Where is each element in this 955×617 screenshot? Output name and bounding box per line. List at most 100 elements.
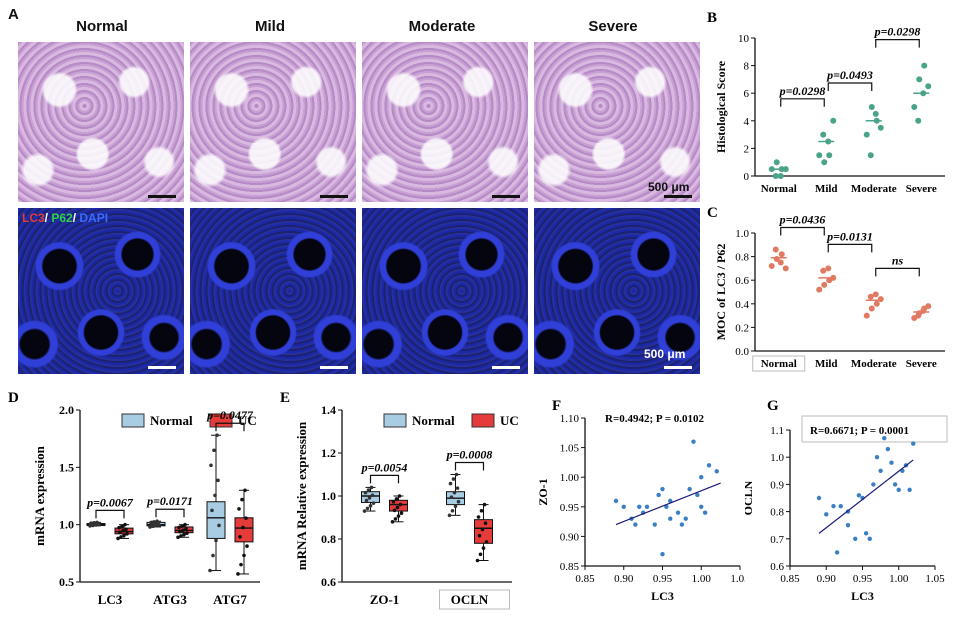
- panel-label-d: D: [8, 390, 19, 406]
- box: [206, 501, 226, 539]
- data-point: [366, 488, 371, 492]
- data-point: [820, 267, 827, 274]
- significance-bracket: [827, 243, 873, 253]
- data-point: [241, 525, 245, 530]
- significance-label: p=0.0298: [779, 84, 826, 98]
- data-point: [118, 530, 122, 535]
- stain-lc3: LC3: [22, 211, 45, 225]
- x-tick-label: 0.85: [780, 573, 800, 585]
- data-point: [455, 486, 460, 490]
- data-point: [397, 494, 402, 498]
- y-tick-label: 0.7: [770, 534, 784, 546]
- x-tick-label: Moderate: [851, 183, 897, 195]
- data-point: [621, 504, 626, 509]
- y-tick-label: 8: [744, 61, 750, 73]
- legend-label-normal: Normal: [150, 413, 193, 428]
- data-point: [878, 468, 883, 473]
- data-point: [210, 508, 214, 513]
- data-point: [699, 504, 704, 509]
- legend-swatch-normal: [383, 413, 407, 428]
- x-tick-label: Severe: [906, 183, 937, 195]
- data-point: [481, 546, 486, 550]
- x-tick-label: 0.85: [575, 573, 595, 585]
- y-tick-label: 1.05: [560, 443, 580, 455]
- significance-bracket: [827, 82, 873, 91]
- data-point: [782, 265, 789, 272]
- y-tick-label: 0.95: [560, 502, 580, 514]
- he-image-moderate: [362, 42, 528, 202]
- data-point: [184, 527, 188, 531]
- col-title-moderate: Moderate: [408, 18, 476, 35]
- x-tick-label: 1.05: [925, 573, 945, 585]
- data-point: [117, 525, 121, 530]
- data-point: [867, 152, 874, 159]
- data-point: [830, 117, 837, 124]
- data-point: [889, 460, 894, 465]
- y-tick-label: 0.6: [770, 561, 784, 573]
- data-point: [915, 312, 922, 319]
- significance-bracket: [369, 474, 400, 484]
- data-point: [451, 477, 456, 481]
- box: [474, 519, 493, 544]
- scale-bar-fl-mild: [320, 366, 348, 369]
- significance-label: p=0.0054: [361, 460, 408, 474]
- significance-bracket: [215, 422, 245, 432]
- data-point: [181, 528, 185, 533]
- data-point: [185, 531, 189, 535]
- scale-bar-fl-moderate: [492, 366, 520, 369]
- data-point: [368, 503, 373, 508]
- fluor-image-moderate: [362, 208, 528, 374]
- data-point: [208, 568, 212, 573]
- data-point: [236, 572, 240, 576]
- x-axis-title: LC3: [651, 589, 674, 603]
- significance-bracket: [155, 508, 185, 518]
- correlation-annotation: R=0.4942; P = 0.0102: [605, 413, 705, 425]
- stain-sep-2: /: [72, 211, 80, 225]
- data-point: [242, 553, 246, 558]
- x-tick-label: ATG3: [153, 592, 187, 607]
- data-point: [613, 498, 619, 504]
- data-point: [768, 263, 775, 270]
- legend-label-uc: UC: [500, 413, 519, 428]
- y-tick-label: 2: [744, 143, 750, 155]
- y-tick-label: 0.8: [770, 507, 784, 519]
- data-point: [396, 514, 401, 518]
- data-point: [877, 296, 884, 303]
- y-tick-label: 1.1: [770, 425, 784, 437]
- data-point: [454, 472, 459, 477]
- data-point: [699, 475, 704, 480]
- x-tick-label: 1.00: [889, 573, 909, 585]
- y-tick-label: 0.8: [735, 252, 749, 264]
- y-tick-label: 0.0: [735, 346, 749, 358]
- data-point: [821, 159, 828, 166]
- data-point: [871, 482, 876, 487]
- data-point: [148, 525, 152, 529]
- y-tick-label: 0.2: [735, 322, 749, 334]
- data-point: [679, 522, 685, 527]
- data-point: [209, 463, 213, 468]
- col-title-mild: Mild: [255, 18, 285, 35]
- significance-bracket: [875, 39, 920, 48]
- data-point: [475, 558, 480, 563]
- data-point: [915, 117, 922, 124]
- data-point: [240, 497, 244, 502]
- y-tick-label: 0.8: [321, 532, 336, 546]
- fit-line: [615, 482, 721, 526]
- stain-sep-1: /: [44, 211, 52, 225]
- data-point: [921, 62, 928, 69]
- x-tick-label: 0.95: [653, 573, 673, 585]
- y-tick-label: 1.4: [321, 403, 336, 417]
- data-point: [154, 523, 158, 528]
- significance-bracket: [875, 267, 920, 277]
- x-tick-label: Mild: [815, 358, 838, 370]
- data-point: [907, 487, 912, 493]
- y-tick-label: 0.6: [321, 575, 336, 589]
- y-tick-label: 0.90: [560, 531, 580, 543]
- data-point: [243, 488, 247, 493]
- data-point: [777, 173, 784, 179]
- significance-label: p=0.0298: [874, 25, 921, 39]
- data-point: [845, 523, 851, 528]
- he-image-normal: [18, 42, 184, 202]
- data-point: [449, 495, 454, 499]
- data-point: [772, 173, 779, 179]
